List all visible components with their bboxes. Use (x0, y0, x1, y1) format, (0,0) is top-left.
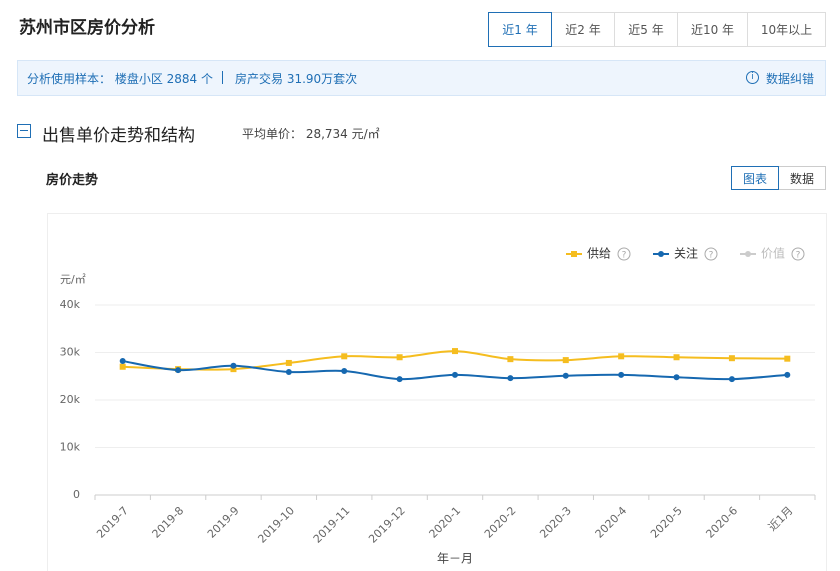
x-tick-label: 2020-6 (703, 504, 740, 541)
legend-label: 价值 (761, 246, 785, 261)
data-point (396, 376, 403, 383)
data-point (507, 375, 514, 382)
x-tick-label: 2020-2 (482, 504, 519, 541)
help-icon: ? (709, 251, 714, 261)
x-axis-label: 年－月 (437, 552, 473, 566)
data-point (562, 372, 569, 379)
chart-subtitle: 房价走势 (46, 173, 99, 188)
data-point (784, 371, 791, 378)
tab[interactable]: 近1 年 (488, 12, 552, 47)
data-point (507, 356, 514, 363)
collapse-icon[interactable] (17, 124, 31, 138)
data-point (175, 367, 182, 374)
data-point (618, 353, 625, 360)
divider (222, 71, 223, 84)
page-title: 苏州市区房价分析 (19, 18, 155, 38)
view-button[interactable]: 图表 (731, 166, 779, 190)
tab[interactable]: 近10 年 (677, 12, 748, 47)
data-point (452, 371, 458, 378)
help-icon (704, 247, 718, 261)
data-point (341, 353, 348, 360)
sample-info: 分析使用样本： 楼盘小区 2884 个 (27, 72, 213, 86)
chart-panel (47, 213, 827, 571)
info-bar (17, 60, 826, 96)
data-point (396, 354, 403, 361)
x-tick-label: 2019-7 (94, 504, 131, 541)
x-tick-label: 2020-4 (593, 504, 630, 541)
x-tick-label: 2019-9 (205, 504, 242, 541)
legend-marker (745, 251, 751, 257)
x-tick-label: 2020-1 (426, 504, 463, 541)
legend-marker (571, 251, 577, 257)
legend-marker (658, 251, 664, 257)
help-icon: ? (622, 251, 627, 261)
data-point (230, 362, 237, 369)
data-point (728, 355, 735, 362)
data-point (285, 359, 292, 366)
x-tick-label: 2020-3 (537, 504, 574, 541)
data-point (119, 363, 126, 370)
x-tick-label: 2019-10 (255, 504, 297, 546)
data-point (562, 357, 569, 364)
legend-label: 供给 (587, 247, 611, 261)
x-tick-label: 2019-12 (366, 504, 408, 546)
x-tick-label: 2020-5 (648, 504, 685, 541)
data-point (452, 348, 458, 355)
report-link[interactable]: 数据纠错 (766, 72, 815, 86)
data-point (673, 374, 680, 381)
data-point (285, 368, 292, 375)
data-point (673, 354, 680, 361)
trade-info: 房产交易 31.90万套次 (235, 72, 358, 86)
y-tick-label: 0 (73, 488, 80, 501)
data-point (784, 355, 791, 362)
average-price: 平均单价： 28,734 元/㎡ (242, 127, 380, 141)
help-icon (791, 247, 805, 261)
legend-label: 关注 (674, 246, 698, 261)
data-point (341, 368, 348, 375)
x-tick-label: 近1月 (766, 504, 796, 534)
x-tick-label: 2019-11 (311, 504, 353, 546)
y-tick-label: 30k (60, 346, 81, 359)
info-icon: i (746, 71, 759, 84)
data-point (230, 366, 237, 373)
help-icon: ? (796, 251, 801, 261)
data-point (728, 376, 735, 383)
y-axis-label: 元/㎡ (60, 273, 86, 286)
tab[interactable]: 10年以上 (747, 12, 826, 47)
data-point (119, 358, 126, 365)
section-title: 出售单价走势和结构 (42, 126, 195, 146)
y-tick-label: 10k (60, 441, 81, 454)
y-tick-label: 20k (60, 393, 81, 406)
y-tick-label: 40k (60, 298, 81, 311)
data-point (618, 371, 625, 378)
help-icon (617, 247, 631, 261)
x-tick-label: 2019-8 (150, 504, 187, 541)
